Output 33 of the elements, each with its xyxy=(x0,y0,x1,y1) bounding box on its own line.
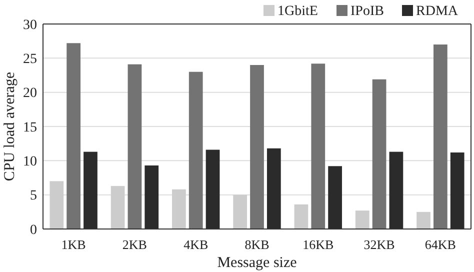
y-tick-label: 5 xyxy=(30,188,37,204)
legend-label: 1GbitE xyxy=(278,4,318,19)
bar xyxy=(294,204,308,229)
y-tick-label: 30 xyxy=(23,18,37,33)
bar xyxy=(311,64,326,229)
bar xyxy=(433,44,448,229)
bar xyxy=(128,64,142,229)
bar xyxy=(416,212,430,229)
bar xyxy=(233,194,248,229)
y-tick-label: 20 xyxy=(23,86,37,102)
legend-label: RDMA xyxy=(416,4,459,19)
x-tick-label: 4KB xyxy=(184,237,208,252)
x-tick-label: 32KB xyxy=(364,237,396,252)
bar xyxy=(250,65,264,229)
x-tick-label: 64KB xyxy=(424,237,456,252)
y-tick-label: 15 xyxy=(23,120,37,136)
x-tick-label: 8KB xyxy=(244,237,270,252)
y-tick-label: 25 xyxy=(23,52,37,68)
x-tick-label: 16KB xyxy=(302,237,334,252)
x-tick-label: 2KB xyxy=(122,237,148,252)
x-tick-label: 1KB xyxy=(61,237,86,252)
bar xyxy=(172,189,186,229)
bar xyxy=(372,79,386,229)
bar xyxy=(110,186,125,229)
bar xyxy=(188,72,203,229)
y-tick-label: 10 xyxy=(23,154,37,170)
bar xyxy=(66,43,81,229)
bar xyxy=(50,181,64,229)
y-tick-label: 0 xyxy=(30,222,37,238)
legend-label: IPoIB xyxy=(350,4,384,19)
x-axis-title: Message size xyxy=(217,255,298,271)
bar xyxy=(355,210,370,229)
y-axis-title: CPU load average xyxy=(2,72,18,182)
